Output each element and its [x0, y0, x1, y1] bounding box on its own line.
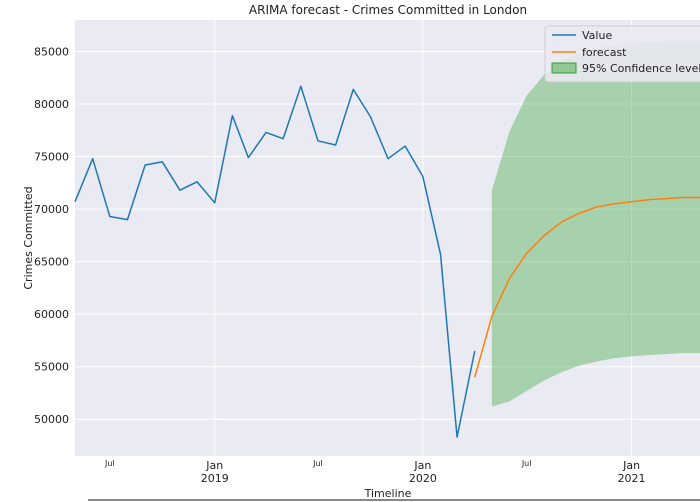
grid-lines	[75, 20, 700, 456]
y-tick-label: 65000	[34, 256, 69, 269]
chart-title: ARIMA forecast - Crimes Committed in Lon…	[249, 3, 527, 17]
y-tick-label: 60000	[34, 308, 69, 321]
legend-label-forecast: forecast	[582, 46, 627, 59]
x-tick-year-label: 2019	[201, 472, 229, 485]
x-minor-tick-label: Jul	[521, 459, 532, 468]
legend-swatch-confidence	[551, 62, 577, 74]
y-tick-label: 80000	[34, 98, 69, 111]
y-axis-label: Crimes Committed	[22, 186, 35, 289]
x-tick-year-label: 2021	[618, 472, 646, 485]
y-tick-label: 50000	[34, 413, 69, 426]
y-axis: 50000 55000 60000 65000 70000 75000 80000 85000	[34, 46, 69, 427]
x-minor-tick-label: Jul	[312, 459, 323, 468]
legend-label-value: Value	[582, 29, 612, 42]
legend: Value forecast 95% Confidence level	[544, 25, 700, 83]
legend-label-confidence: 95% Confidence level	[582, 62, 700, 75]
plot-background	[75, 20, 700, 456]
series-line-value	[74, 85, 476, 438]
y-tick-label: 75000	[34, 151, 69, 164]
series-lines	[74, 85, 700, 438]
x-tick-year-label: 2020	[409, 472, 437, 485]
confidence-band	[491, 41, 700, 407]
series-line-forecast	[474, 196, 700, 378]
x-tick-label: Jan	[205, 459, 223, 472]
y-tick-label: 70000	[34, 203, 69, 216]
legend-box	[544, 25, 700, 83]
confidence-band-layer	[491, 41, 700, 407]
x-tick-label: Jan	[413, 459, 431, 472]
y-tick-label: 85000	[34, 46, 69, 59]
x-tick-label: Jan	[622, 459, 640, 472]
x-minor-tick-label: Jul	[104, 459, 115, 468]
x-axis-label: Timeline	[364, 487, 412, 500]
y-tick-label: 55000	[34, 361, 69, 374]
